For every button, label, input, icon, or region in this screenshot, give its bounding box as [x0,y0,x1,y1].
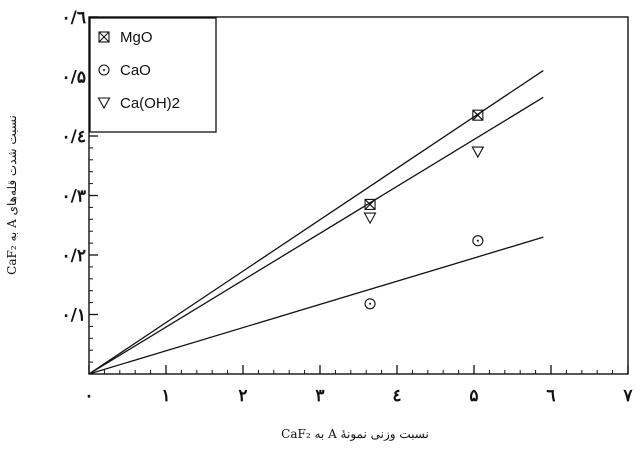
data-points [363,109,485,310]
marker-triangle [471,146,485,159]
legend-marker [98,31,110,43]
y-axis-title: نسبت شدت قله‌های A به CaF₂ [5,115,19,275]
x-tick-label: ۰ [84,386,93,406]
x-axis-title: نسبت وزنی نمونهٔ A به CaF₂ [281,427,429,441]
x-tick-label: ۷ [622,386,633,406]
legend: MgO CaO Ca(OH)2 [89,17,217,133]
data-point [363,212,377,225]
data-point [364,198,376,210]
marker-triangle [363,212,377,225]
data-point [471,146,485,159]
marker-box [472,109,484,121]
y-tick-label: ۰/۵ [62,68,86,88]
y-tick-label: ۰/۳ [62,187,86,207]
tick-labels: ۰ ۱ ۲ ۳ ٤ ۵ ٦ ۷ ۰/۱ ۰/۲ ۰/۳ ۰/٤ ۰/۵ ۰/٦ [62,8,634,406]
legend-box [89,17,217,133]
x-tick-label: ۳ [315,386,324,406]
x-tick-label: ۵ [469,386,478,406]
marker-box [98,31,110,43]
marker-dot [369,302,372,305]
legend-label: MgO [120,29,153,46]
marker-cross [472,109,484,121]
data-point [472,109,484,121]
marker-box [364,198,376,210]
fit-line [88,236,544,375]
fit-line [88,70,544,375]
marker-cross [364,199,376,210]
legend-marker [98,64,110,76]
data-point [472,235,484,247]
y-tick-label: ۰/۱ [62,306,86,326]
fit-lines [88,70,544,375]
x-tick-label: ٤ [392,386,401,406]
x-tick-label: ۱ [161,386,170,406]
marker-dot [103,69,105,71]
legend-label: CaO [120,62,151,79]
marker-circle [472,235,484,247]
marker-circle [364,298,376,310]
y-tick-label: ۰/٤ [62,127,86,147]
marker-triangle [97,97,111,110]
data-point [364,298,376,310]
y-tick-label: ۰/٦ [62,8,86,28]
y-tick-label: ۰/۲ [62,246,86,266]
legend-marker [97,97,111,110]
marker-circle [98,64,110,76]
fit-line [88,96,544,375]
legend-label: Ca(OH)2 [120,95,180,112]
x-tick-label: ۲ [238,386,247,406]
x-tick-label: ٦ [546,386,555,406]
marker-cross [98,31,110,43]
marker-dot [476,239,479,242]
